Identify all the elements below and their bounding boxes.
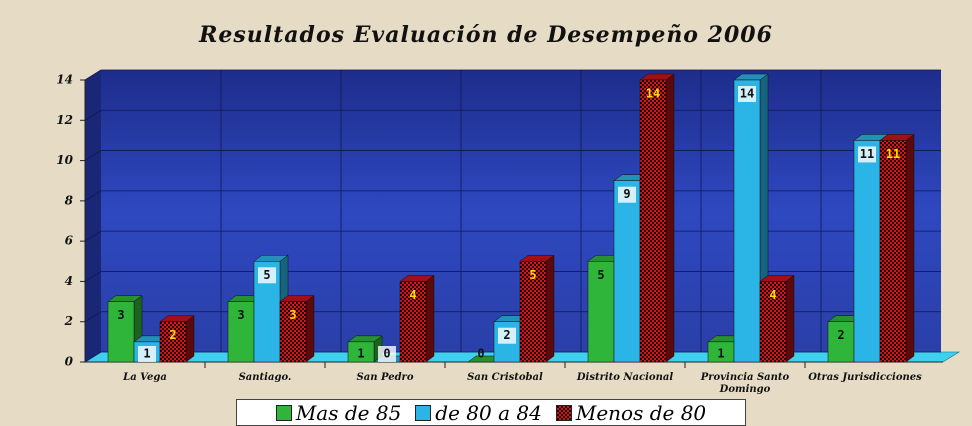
data-label-box	[618, 186, 636, 203]
grid-line	[84, 109, 102, 121]
data-label: 5	[597, 268, 604, 282]
data-label: 9	[623, 187, 630, 201]
bar-side	[905, 133, 915, 363]
bar	[159, 321, 187, 363]
data-label: 3	[237, 308, 244, 322]
grid-line	[84, 150, 102, 161]
legend: Mas de 85 de 80 a 84 Menos de 80	[236, 399, 746, 426]
data-label: 11	[886, 147, 900, 161]
data-label: 3	[289, 308, 296, 322]
y-tick-label: 4	[65, 274, 73, 288]
grid-line	[84, 311, 102, 323]
chart-title: Resultados Evaluación de Desempeño 2006	[198, 22, 773, 48]
bar-side	[665, 73, 675, 363]
bar-side	[785, 274, 795, 363]
data-label: 14	[740, 87, 754, 101]
grid-line	[84, 190, 102, 202]
side-wall	[85, 70, 101, 362]
data-label-box	[858, 146, 876, 163]
bar	[827, 321, 855, 363]
data-label: 4	[769, 288, 776, 302]
data-label: 2	[169, 328, 176, 342]
x-tick-label: Santiago.	[238, 372, 292, 383]
data-label: 2	[837, 328, 844, 342]
bar-side	[425, 274, 435, 363]
x-tick-label: Distrito Nacional	[576, 372, 674, 383]
legend-swatch	[555, 404, 572, 421]
data-label-box	[258, 267, 276, 284]
data-label-box	[738, 86, 756, 102]
grid-line	[84, 69, 102, 81]
bar	[759, 281, 787, 363]
bar	[227, 301, 255, 363]
data-label-box	[378, 346, 396, 362]
x-tick-label: Otras Jurisdicciones	[808, 372, 922, 383]
data-label: 0	[477, 347, 484, 361]
bar	[107, 301, 135, 363]
bar-side	[305, 295, 315, 363]
data-label: 1	[357, 347, 364, 361]
bar	[879, 140, 907, 363]
legend-swatch	[415, 404, 432, 421]
legend-label: Mas de 85	[295, 400, 402, 425]
bar	[519, 261, 547, 363]
data-label: 5	[263, 268, 270, 282]
data-label-box	[498, 327, 516, 344]
data-label: 4	[409, 288, 416, 302]
x-tick-label: San Cristobal	[467, 372, 543, 383]
y-tick-label: 10	[56, 153, 73, 167]
bar	[613, 180, 641, 363]
bar	[399, 281, 427, 363]
y-tick-label: 8	[65, 193, 74, 207]
grid-line	[84, 351, 102, 363]
grid-line	[84, 271, 102, 282]
y-tick-label: 12	[56, 113, 73, 127]
data-label: 14	[646, 87, 660, 101]
legend-label: de 80 a 84	[435, 400, 542, 425]
x-tick-label: La Vega	[123, 372, 167, 383]
bar	[853, 140, 881, 363]
grid-line	[84, 230, 102, 242]
data-label: 3	[117, 308, 124, 322]
x-tick-label: San Pedro	[356, 372, 414, 383]
bar	[279, 301, 307, 363]
bar-side	[545, 254, 555, 363]
bar-side	[185, 315, 195, 363]
legend-item: Menos de 80	[555, 400, 707, 425]
bar	[347, 341, 375, 363]
data-label: 2	[503, 328, 510, 342]
legend-item: Mas de 85	[275, 400, 402, 425]
data-label: 5	[529, 268, 536, 282]
legend-label: Menos de 80	[575, 400, 707, 425]
x-tick-label: Provincia Santo Domingo	[700, 372, 790, 395]
data-label: 0	[383, 347, 390, 361]
bar	[733, 79, 761, 363]
data-label: 11	[860, 147, 874, 161]
legend-swatch	[275, 404, 292, 421]
data-label: 1	[143, 347, 150, 361]
y-tick-label: 6	[65, 234, 74, 248]
data-label: 1	[717, 347, 724, 361]
bar	[639, 79, 667, 363]
data-label-box	[138, 346, 156, 362]
y-tick-label: 0	[65, 355, 74, 369]
legend-item: de 80 a 84	[415, 401, 542, 425]
y-tick-label: 14	[56, 73, 73, 87]
y-tick-label: 2	[64, 314, 73, 328]
back-wall	[101, 70, 941, 352]
